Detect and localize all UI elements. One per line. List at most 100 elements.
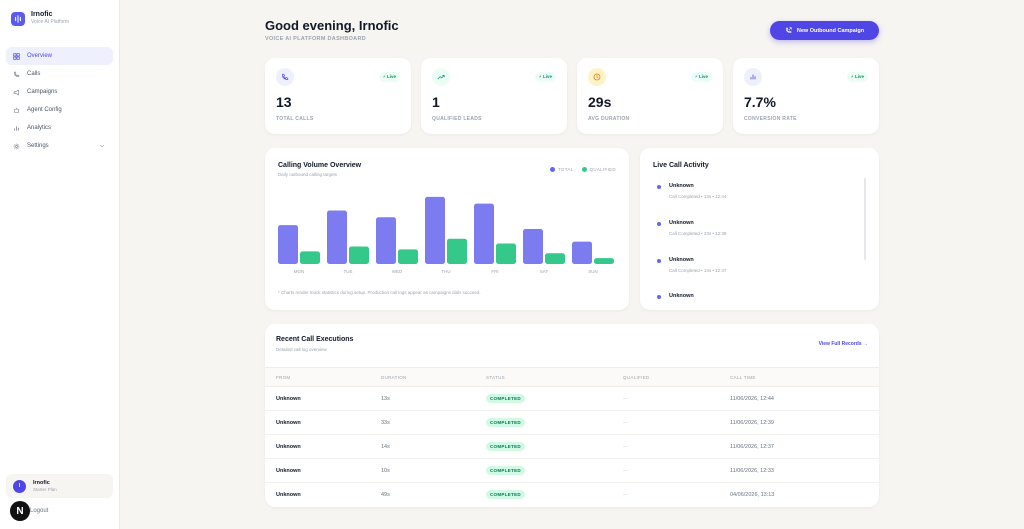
x-tick-label: SUN [588, 269, 598, 274]
next-dev-badge[interactable]: N [10, 501, 30, 521]
call-meta: Call Completed • 33s • 12:39 [669, 231, 727, 236]
bar-qualified-sun[interactable] [594, 258, 614, 264]
stat-card-conversion-rate: ⚡ Live 7.7% CONVERSION RATE [733, 58, 879, 134]
sidebar-item-analytics[interactable]: Analytics [6, 119, 113, 137]
bar-total-wed[interactable] [376, 217, 396, 264]
sidebar-item-label: Overview [27, 53, 53, 59]
table-row[interactable]: Unknown 49s COMPLETED — 04/06/2026, 13:1… [265, 483, 879, 507]
sidebar: Irnofic Voice AI Platform Overview Calls… [0, 0, 120, 529]
cell-qualified: — [623, 492, 629, 498]
stat-value: 29s [588, 94, 612, 110]
x-tick-label: TUE [344, 269, 353, 274]
sidebar-item-agent-config[interactable]: Agent Config [6, 101, 113, 119]
clock-icon [588, 68, 606, 86]
x-tick-label: MON [294, 269, 305, 274]
bot-icon [14, 107, 19, 113]
bar-qualified-wed[interactable] [398, 249, 418, 264]
bar-total-sun[interactable] [572, 241, 592, 264]
avatar: I [13, 479, 26, 493]
column-header-call-time[interactable]: CALL TIME [730, 375, 756, 380]
sidebar-item-label: Campaigns [27, 89, 58, 95]
column-header-duration[interactable]: DURATION [381, 375, 407, 380]
bar-qualified-thu[interactable] [447, 238, 467, 264]
stat-value: 7.7% [744, 94, 776, 110]
brand-logo-icon [11, 11, 25, 26]
live-activity-list[interactable]: Unknown Call Completed • 13s • 12:44 Unk… [653, 180, 858, 300]
caller-name: Unknown [669, 257, 694, 263]
stat-card-avg-duration: ⚡ Live 29s AVG DURATION [577, 58, 723, 134]
stat-card-total-calls: ⚡ Live 13 TOTAL CALLS [265, 58, 411, 134]
bar-total-fri[interactable] [474, 203, 494, 264]
column-header-status[interactable]: STATUS [486, 375, 505, 380]
bar-qualified-fri[interactable] [496, 243, 516, 264]
stat-label: TOTAL CALLS [276, 116, 314, 122]
bar-qualified-tue[interactable] [349, 246, 369, 264]
status-badge: COMPLETED [486, 490, 525, 499]
cell-call-time: 11/06/2026, 12:39 [730, 420, 774, 426]
stat-label: CONVERSION RATE [744, 116, 797, 122]
chart-legend: TOTAL QUALIFIED [549, 167, 616, 173]
legend-item-total: TOTAL [549, 167, 574, 173]
cell-call-time: 04/06/2026, 13:13 [730, 492, 775, 498]
cell-qualified: — [623, 420, 629, 426]
sidebar-item-settings[interactable]: Settings [6, 137, 113, 155]
user-card[interactable]: I Irnofic Starter Plan [6, 474, 113, 498]
table-row[interactable]: Unknown 14s COMPLETED — 11/06/2026, 12:3… [265, 435, 879, 459]
status-dot [657, 295, 661, 299]
new-outbound-campaign-button[interactable]: New Outbound Campaign [770, 21, 879, 40]
status-dot [657, 185, 661, 189]
cell-qualified: — [623, 468, 629, 474]
bar-total-thu[interactable] [425, 196, 445, 264]
stat-value: 1 [432, 94, 440, 110]
chevron-down-icon [99, 144, 105, 148]
sidebar-item-campaigns[interactable]: Campaigns [6, 83, 113, 101]
cell-duration: 10s [381, 468, 390, 474]
user-name: Irnofic [33, 479, 50, 486]
status-dot [657, 222, 661, 226]
column-header-qualified[interactable]: QUALIFIED [623, 375, 650, 380]
cell-from: Unknown [276, 420, 301, 426]
bar-qualified-mon[interactable] [300, 251, 320, 264]
cell-duration: 14s [381, 444, 390, 450]
caller-name: Unknown [669, 293, 694, 299]
bar-total-tue[interactable] [327, 210, 347, 264]
logout-button[interactable]: Logout [30, 508, 49, 514]
bar-total-sat[interactable] [523, 228, 543, 264]
sidebar-item-overview[interactable]: Overview [6, 47, 113, 65]
sidebar-item-calls[interactable]: Calls [6, 65, 113, 83]
cell-call-time: 11/06/2026, 12:33 [730, 468, 774, 474]
column-header-from[interactable]: FROM [276, 375, 291, 380]
status-dot [657, 259, 661, 263]
status-badge: COMPLETED [486, 442, 525, 451]
cell-duration: 13s [381, 396, 390, 402]
table-row[interactable]: Unknown 10s COMPLETED — 11/06/2026, 12:3… [265, 459, 879, 483]
stat-label: QUALIFIED LEADS [432, 116, 482, 122]
brand-name: Irnofic [31, 11, 53, 18]
scrollbar[interactable] [864, 178, 866, 260]
stat-card-qualified-leads: ⚡ Live 1 QUALIFIED LEADS [421, 58, 567, 134]
cell-qualified: — [623, 444, 629, 450]
table-row[interactable]: Unknown 13s COMPLETED — 11/06/2026, 12:4… [265, 387, 879, 411]
table-row[interactable]: Unknown 33s COMPLETED — 11/06/2026, 12:3… [265, 411, 879, 435]
bar-total-mon[interactable] [278, 225, 298, 264]
live-badge: ⚡ Live [378, 72, 400, 82]
status-badge: COMPLETED [486, 466, 525, 475]
x-tick-label: FRI [491, 269, 498, 274]
brand[interactable]: Irnofic Voice AI Platform [11, 11, 69, 26]
phone-outgoing-icon [785, 27, 792, 33]
table-title: Recent Call Executions [276, 336, 354, 343]
megaphone-icon [13, 89, 19, 95]
chart-note: * Charts render mock statistics during s… [278, 290, 481, 295]
sidebar-item-label: Agent Config [27, 107, 62, 113]
live-badge: ⚡ Live [534, 72, 556, 82]
grid-icon [13, 52, 20, 60]
table-header: FROM DURATION STATUS QUALIFIED CALL TIME [265, 367, 879, 387]
view-full-records-link[interactable]: View Full Records → [818, 341, 868, 347]
new-campaign-label: New Outbound Campaign [796, 27, 865, 34]
sidebar-item-label: Settings [27, 143, 49, 149]
bar-qualified-sat[interactable] [545, 253, 565, 264]
stat-label: AVG DURATION [588, 116, 630, 122]
cell-from: Unknown [276, 492, 301, 498]
page-title: Good evening, Irnofic [265, 18, 399, 33]
table-subtitle: Detailed call log overview [276, 347, 327, 352]
